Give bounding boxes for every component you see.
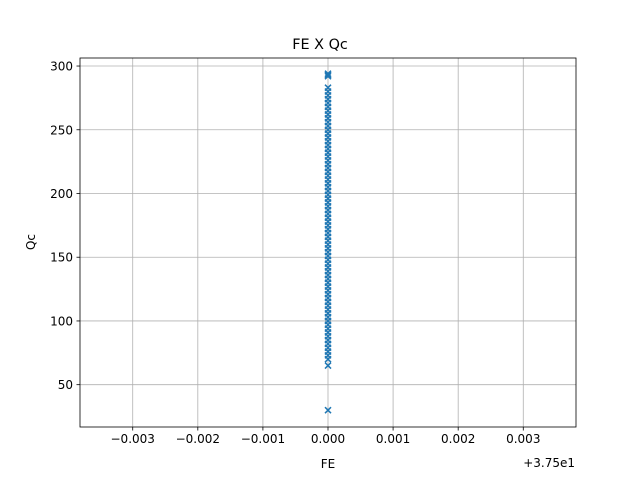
chart-title: FE X Qc bbox=[292, 37, 348, 53]
y-axis-label: Qc bbox=[24, 234, 38, 250]
data-points bbox=[324, 70, 332, 414]
y-tick-label: 250 bbox=[50, 123, 73, 137]
y-tick-label: 50 bbox=[58, 378, 73, 392]
x-tick-label: −0.002 bbox=[176, 432, 220, 446]
y-tick-label: 200 bbox=[50, 187, 73, 201]
data-point bbox=[324, 406, 332, 414]
y-axis-ticks: 50 100 150 200 250 300 bbox=[50, 60, 80, 392]
x-tick-label: 0.001 bbox=[376, 432, 410, 446]
x-axis-ticks: −0.003 −0.002 −0.001 0.000 0.001 0.002 0.003 bbox=[111, 427, 540, 446]
data-point bbox=[324, 84, 332, 92]
x-axis-offset-label: +3.75e1 bbox=[523, 456, 575, 470]
grid-lines bbox=[80, 58, 576, 427]
x-tick-label: 0.002 bbox=[441, 432, 475, 446]
data-point bbox=[324, 70, 332, 78]
x-tick-label: 0.003 bbox=[506, 432, 540, 446]
x-tick-label: −0.003 bbox=[111, 432, 155, 446]
x-tick-label: −0.001 bbox=[241, 432, 285, 446]
y-tick-label: 300 bbox=[50, 60, 73, 74]
data-point bbox=[324, 71, 332, 79]
data-point bbox=[324, 72, 332, 80]
x-axis-label: FE bbox=[321, 457, 335, 471]
x-tick-label: 0.000 bbox=[311, 432, 345, 446]
data-point bbox=[324, 362, 332, 370]
y-tick-label: 150 bbox=[50, 251, 73, 265]
y-tick-label: 100 bbox=[50, 314, 73, 328]
